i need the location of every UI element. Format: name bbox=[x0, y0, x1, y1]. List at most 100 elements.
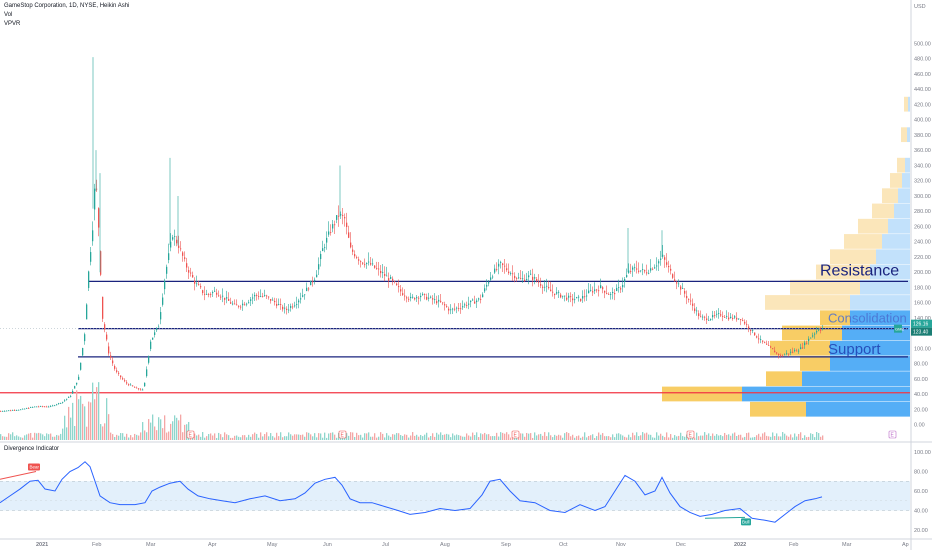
candle-down bbox=[230, 302, 232, 304]
volume-bar bbox=[548, 432, 550, 440]
volume-bar bbox=[558, 434, 560, 440]
candle-down bbox=[42, 406, 44, 408]
candle-down bbox=[216, 292, 218, 295]
volume-bar bbox=[746, 433, 748, 440]
candle-up bbox=[310, 280, 312, 286]
volume-bar bbox=[438, 434, 440, 440]
candle-down bbox=[208, 294, 210, 295]
volume-bar bbox=[610, 437, 612, 440]
volume-bar bbox=[360, 434, 362, 440]
candle-down bbox=[384, 274, 386, 276]
volume-bar bbox=[378, 436, 380, 440]
candle-down bbox=[98, 208, 100, 228]
candle-up bbox=[206, 294, 208, 295]
candle-down bbox=[140, 389, 142, 391]
volume-bar bbox=[154, 426, 156, 440]
ticker-tag: GME bbox=[895, 327, 904, 332]
volume-bar bbox=[24, 435, 26, 440]
candle-up bbox=[196, 283, 198, 285]
candle-up bbox=[22, 408, 24, 410]
candle-down bbox=[110, 355, 112, 358]
earnings-marker: E bbox=[341, 433, 345, 439]
candle-down bbox=[128, 384, 130, 386]
candle-down bbox=[782, 355, 784, 357]
volume-bar bbox=[776, 433, 778, 440]
candle-up bbox=[32, 406, 34, 408]
candle-down bbox=[684, 290, 686, 294]
candle-down bbox=[106, 334, 108, 340]
volume-bar bbox=[254, 432, 256, 440]
volume-bar bbox=[414, 435, 416, 440]
candle-up bbox=[556, 292, 558, 294]
candle-up bbox=[810, 337, 812, 339]
candle-down bbox=[406, 297, 408, 299]
price-tick-label: 360.00 bbox=[914, 148, 931, 154]
volume-bar bbox=[144, 430, 146, 440]
volume-bar bbox=[542, 435, 544, 440]
candle-up bbox=[618, 287, 620, 288]
candle-up bbox=[64, 400, 66, 402]
candle-down bbox=[570, 296, 572, 298]
volume-bar bbox=[168, 431, 170, 440]
volume-bar bbox=[424, 434, 426, 440]
volume-bar bbox=[554, 434, 556, 440]
vp-bar-blue-light bbox=[850, 295, 910, 310]
candle-up bbox=[148, 356, 150, 363]
price-tick-label: 320.00 bbox=[914, 179, 931, 185]
volume-bar bbox=[366, 433, 368, 440]
candle-down bbox=[676, 282, 678, 284]
candle-down bbox=[666, 262, 668, 265]
vp-bar-yellow-light bbox=[890, 173, 902, 188]
candle-down bbox=[560, 294, 562, 298]
volume-bar bbox=[698, 436, 700, 440]
volume-bar bbox=[146, 432, 148, 440]
volume-bar bbox=[462, 436, 464, 440]
volume-bar bbox=[664, 437, 666, 440]
candle-down bbox=[770, 346, 772, 348]
volume-bar bbox=[818, 433, 820, 440]
volume-bar bbox=[32, 437, 34, 440]
volume-bar bbox=[440, 432, 442, 440]
volume-bar bbox=[628, 434, 630, 440]
candle-up bbox=[660, 258, 662, 260]
bull-divergence-line bbox=[704, 516, 746, 519]
volume-bar bbox=[688, 437, 690, 440]
candle-up bbox=[486, 284, 488, 287]
candle-up bbox=[66, 398, 68, 400]
volume-bar bbox=[428, 437, 430, 440]
candle-up bbox=[174, 236, 176, 238]
volume-bar bbox=[358, 435, 360, 440]
volume-bar bbox=[54, 436, 56, 440]
x-tick-label: Ap bbox=[902, 542, 909, 548]
candle-down bbox=[108, 346, 110, 354]
volume-bar bbox=[792, 437, 794, 440]
volume-bar bbox=[458, 435, 460, 440]
volume-bar bbox=[594, 437, 596, 440]
candle-up bbox=[314, 279, 316, 281]
candle-down bbox=[10, 410, 12, 412]
candle-up bbox=[294, 305, 296, 307]
candle-up bbox=[156, 327, 158, 331]
vpvr-label: VPVR bbox=[4, 21, 21, 27]
bear-label: Bear bbox=[30, 465, 40, 470]
candle-down bbox=[380, 271, 382, 274]
candle-down bbox=[508, 271, 510, 274]
volume-bar bbox=[34, 432, 36, 440]
vp-bar-yellow-light bbox=[897, 157, 905, 173]
volume-bar bbox=[0, 434, 2, 440]
candle-up bbox=[476, 300, 478, 303]
candle-down bbox=[606, 293, 608, 294]
volume-bar bbox=[252, 434, 254, 440]
candle-down bbox=[358, 259, 360, 261]
candle-up bbox=[146, 369, 148, 377]
volume-bar bbox=[738, 434, 740, 440]
volume-bar bbox=[672, 437, 674, 440]
candle-down bbox=[394, 281, 396, 283]
candle-up bbox=[420, 295, 422, 298]
volume-bar bbox=[544, 432, 546, 440]
volume-bar bbox=[532, 437, 534, 440]
volume-bar bbox=[344, 437, 346, 440]
volume-bar bbox=[276, 432, 278, 440]
volume-bar bbox=[40, 433, 42, 440]
candle-up bbox=[558, 291, 560, 293]
